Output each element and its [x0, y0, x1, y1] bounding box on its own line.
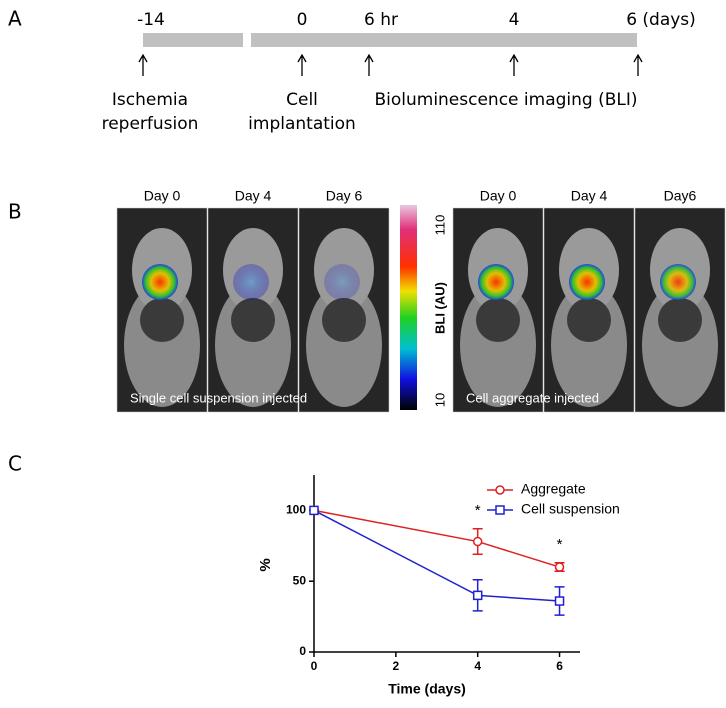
time-label: 6 (days) — [626, 10, 696, 30]
day-label: Day 4 — [571, 188, 608, 204]
y-tick-label: 50 — [293, 573, 307, 587]
event-label: Bioluminescence imaging (BLI) — [374, 90, 637, 110]
x-axis-label: Time (days) — [388, 681, 466, 697]
mouse-images: Day 0 Day 4 Day 6 Single cell suspension in… — [116, 188, 726, 413]
legend-label: Aggregate — [521, 481, 586, 497]
panel-letter: B — [8, 200, 22, 224]
day-label: Day 4 — [235, 188, 272, 204]
legend-marker — [495, 485, 505, 495]
point — [554, 562, 565, 572]
mouse-chest — [476, 298, 520, 342]
significance: * — [557, 536, 563, 553]
panel-letter: C — [8, 452, 22, 476]
caption: Single cell suspension injected — [130, 390, 307, 405]
caption: Cell aggregate injected — [466, 390, 599, 405]
event-label: reperfusion — [102, 114, 199, 134]
point — [472, 536, 483, 547]
bli-signal — [233, 264, 269, 300]
colorbar — [400, 205, 417, 410]
arrows — [138, 53, 643, 76]
chart: 0 50 100 0 2 4 6 Time (days)% Aggregate Cell susp… — [257, 475, 620, 697]
bli-signal — [324, 264, 360, 300]
day-label: Day 0 — [480, 188, 517, 204]
time-label: 6 hr — [364, 10, 398, 30]
colorbar-label: BLI (AU) — [432, 282, 447, 334]
mouse-chest — [567, 298, 611, 342]
time-label: 4 — [509, 10, 520, 30]
x-tick-label: 6 — [556, 659, 563, 673]
time-label: -14 — [137, 10, 165, 30]
bli-signal — [569, 264, 605, 300]
event-label: implantation — [248, 114, 356, 134]
x-tick-label: 2 — [393, 659, 400, 673]
colorbar-max: 110 — [432, 215, 447, 236]
event-label: Ischemia — [112, 90, 188, 110]
x-tick-label: 0 — [311, 659, 318, 673]
mouse-chest — [322, 298, 366, 342]
y-axis-label: % — [257, 558, 274, 571]
y-tick-label: 100 — [286, 503, 306, 517]
event-label: Cell — [286, 90, 318, 110]
day-label: Day 6 — [326, 188, 363, 204]
x-tick-label: 4 — [474, 659, 481, 673]
timeline-bar — [251, 33, 637, 47]
mouse-chest — [140, 298, 184, 342]
time-label: 0 — [297, 10, 308, 30]
y-tick-label: 0 — [299, 644, 306, 658]
timeline-bar — [143, 33, 243, 47]
legend-label: Cell suspension — [521, 501, 620, 517]
point — [472, 590, 483, 601]
bli-signal — [142, 264, 178, 300]
day-label: Day 0 — [144, 188, 181, 204]
legend-marker — [495, 505, 505, 515]
point — [309, 505, 319, 516]
bli-signal — [660, 264, 696, 300]
bli-signal — [478, 264, 514, 300]
significance: * — [475, 502, 481, 519]
mouse-chest — [231, 298, 275, 342]
day-label: Day6 — [664, 188, 697, 204]
point — [554, 596, 565, 606]
panel-letter: A — [8, 7, 22, 31]
mouse-chest — [658, 298, 702, 342]
series-line — [313, 509, 560, 568]
colorbar-min: 10 — [432, 393, 447, 407]
